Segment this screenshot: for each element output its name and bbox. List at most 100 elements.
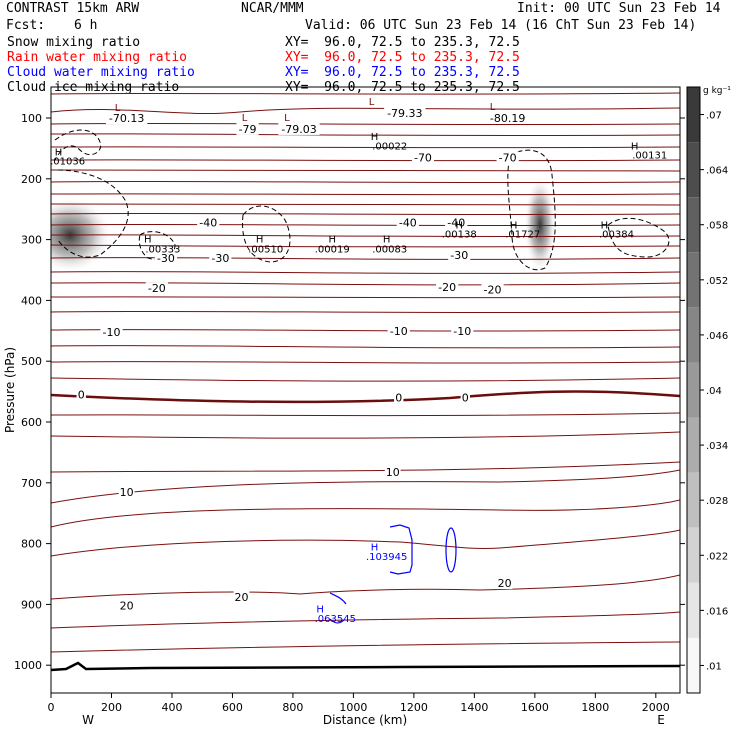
label-mask [387, 324, 410, 337]
temperature-label: -30 [450, 249, 468, 262]
temperature-label: -20 [148, 282, 166, 295]
maximum-value-label: .00333 [145, 245, 180, 256]
y-tick-label: 400 [21, 294, 42, 307]
contour-line [51, 529, 680, 557]
colorbar: .07 .064 .058 .052 .046 .04 .034 .028 .022 .016 .0… [686, 86, 731, 694]
contour-line [51, 574, 680, 600]
label-mask [209, 251, 232, 264]
freezing-line [51, 390, 680, 404]
colorbar-tick-label: .052 [706, 276, 728, 287]
temperature-label: -30 [211, 252, 229, 265]
contour-line [51, 412, 680, 417]
temperature-label: 20 [235, 591, 249, 604]
cloud-water-contour [329, 618, 345, 624]
high-marker: H [601, 220, 609, 231]
colorbar-cell [687, 417, 700, 473]
contour-line [51, 203, 680, 206]
label-mask [451, 324, 474, 337]
zero-contour [51, 390, 680, 404]
field-snow-xy: XY= 96.0, 72.5 to 235.3, 72.5 [285, 35, 520, 50]
contour-line [51, 310, 680, 314]
cloud-water-contour [389, 524, 413, 575]
high-marker: H [316, 605, 324, 616]
maximum-value-label: .103945 [366, 552, 407, 563]
temperature-label: 10 [386, 466, 400, 479]
contour-line [51, 329, 680, 332]
colorbar-tick-label: .046 [706, 331, 728, 342]
contour-line [51, 92, 680, 95]
high-marker: H [144, 234, 152, 245]
y-tick-label: 100 [21, 112, 42, 125]
y-tick-label: 300 [21, 234, 42, 247]
contour-line [51, 180, 680, 184]
colorbar-tick-label: .022 [706, 551, 728, 562]
label-mask [118, 599, 135, 612]
contour-line [51, 159, 680, 162]
contour-line [51, 223, 680, 227]
x-axis-label: Distance (km) [323, 713, 407, 727]
contour-line [51, 257, 680, 260]
colorbar-tick-label: .016 [706, 606, 728, 617]
colorbar-tick-label: .01 [706, 661, 722, 672]
label-mask [233, 591, 250, 604]
fcst-label: Fcst: [6, 18, 46, 33]
temperature-contours [51, 92, 680, 653]
temperature-label: -79.03 [281, 123, 316, 136]
low-marker: L [284, 113, 290, 124]
colorbar-cell [687, 637, 700, 693]
contour-line [51, 244, 680, 248]
cloud-ice-contour [507, 149, 556, 271]
colorbar-cell [687, 142, 700, 198]
colorbar-cell [687, 87, 700, 143]
contour-line [51, 234, 680, 238]
x-tick-label: 1600 [521, 701, 549, 714]
high-marker: H [371, 132, 379, 143]
temperature-label: -20 [484, 283, 502, 296]
label-mask [105, 112, 148, 124]
maximum-value-label: .00384 [599, 230, 634, 241]
high-marker: H [371, 543, 379, 554]
maximum-value-label: .00022 [372, 141, 407, 152]
field-rain-name: Rain water mixing ratio [7, 50, 188, 65]
temperature-label: -40 [447, 217, 465, 230]
valid-time: Valid: 06 UTC Sun 23 Feb 14 (16 ChT Sun … [305, 18, 697, 33]
low-marker: L [115, 103, 121, 114]
east-label: E [657, 713, 665, 727]
high-marker: H [328, 234, 336, 245]
cloud-water-contours [329, 524, 457, 624]
temperature-label: 20 [498, 577, 512, 590]
temperature-label: 0 [78, 389, 85, 402]
contour-line [51, 469, 680, 504]
y-axis-label: Pressure (hPa) [3, 347, 17, 433]
colorbar-tick-label: .028 [706, 496, 728, 507]
colorbar-cell [687, 362, 700, 418]
temperature-label: 0 [395, 392, 402, 405]
contour-line [51, 282, 680, 286]
field-rain-xy: XY= 96.0, 72.5 to 235.3, 72.5 [285, 50, 520, 65]
contour-line [51, 611, 680, 629]
label-mask [236, 122, 259, 135]
temperature-labels: -70.13 -79 -79.03 -79.33 -80.19 -70 -70 -40 -40 -… [76, 107, 529, 613]
field-cloudice-name: Cloud ice mixing ratio [7, 80, 180, 95]
temperature-label: -79 [239, 123, 257, 136]
y-tick-label: 700 [21, 477, 42, 490]
colorbar-cell [687, 197, 700, 253]
label-mask [154, 251, 178, 264]
high-marker: H [383, 234, 391, 245]
x-tick-label: 1400 [460, 701, 488, 714]
label-mask [100, 326, 123, 339]
contour-line [51, 345, 680, 349]
maximum-value-label: .00083 [372, 245, 407, 256]
colorbar-cell [687, 582, 700, 638]
high-marker: H [510, 220, 518, 231]
cloud-ice-contour [607, 217, 670, 258]
maxima-labels: .01036 .00333 .00510 .00019 .00083 .00022 .001… [50, 141, 667, 624]
cloud-ice-contour [54, 129, 102, 161]
west-label: W [82, 713, 94, 727]
contour-line [51, 146, 680, 149]
ground-surface [51, 661, 680, 672]
label-mask [445, 216, 468, 229]
colorbar-cell [687, 252, 700, 308]
init-time: Init: 00 UTC Sun 23 Feb 14 [517, 1, 721, 16]
